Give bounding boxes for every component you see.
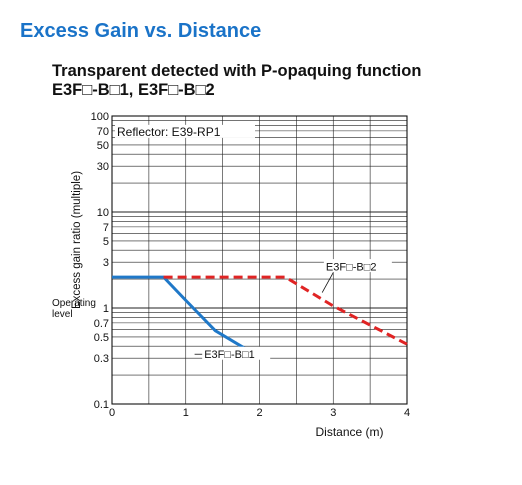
- y-tick-label: 10: [97, 207, 109, 219]
- plot-frame: [111, 115, 408, 405]
- y-tick-label: 50: [97, 140, 109, 152]
- leader-line-b2: [321, 272, 334, 293]
- x-tick-label: 0: [109, 407, 115, 419]
- x-tick-label: 3: [330, 407, 336, 419]
- y-tick-label: 5: [103, 236, 109, 248]
- series-label-background: [202, 346, 271, 360]
- page-heading: Excess Gain vs. Distance: [20, 20, 262, 42]
- y-tick-label: 30: [97, 161, 109, 173]
- x-tick-label: 2: [256, 407, 262, 419]
- x-tick-label: 4: [404, 407, 410, 419]
- operating-level-label: Operating: [52, 298, 96, 309]
- y-tick-label: 0.7: [94, 318, 109, 330]
- y-tick-label: 70: [97, 126, 109, 138]
- x-axis-title: Distance (m): [315, 425, 383, 439]
- x-tick-label: 1: [183, 407, 189, 419]
- operating-level-label: level: [52, 309, 73, 320]
- y-tick-label: 0.3: [94, 353, 109, 365]
- series-label-background: [323, 259, 392, 273]
- y-tick-label: 3: [103, 257, 109, 269]
- subtitle-line-1: Transparent detected with P-opaquing fun…: [52, 62, 422, 80]
- y-tick-label: 0.1: [94, 399, 109, 411]
- y-tick-label: 1: [103, 303, 109, 315]
- y-tick-label: 7: [103, 222, 109, 234]
- series-label-b1: E3F□-B□1: [204, 349, 255, 361]
- reflector-label: Reflector: E39-RP1: [117, 125, 221, 139]
- chart-subtitle: Transparent detected with P-opaquing fun…: [52, 62, 421, 100]
- series-line-b2: [163, 275, 408, 346]
- y-tick-label: 100: [91, 111, 109, 123]
- series-label-b2: E3F□-B□2: [326, 262, 377, 274]
- reflector-label-background: [115, 124, 255, 138]
- subtitle-line-2: E3F□-B□1, E3F□-B□2: [52, 81, 215, 99]
- y-tick-label: 0.5: [94, 332, 109, 344]
- y-axis-title: Excess gain ratio (multiple): [71, 171, 83, 309]
